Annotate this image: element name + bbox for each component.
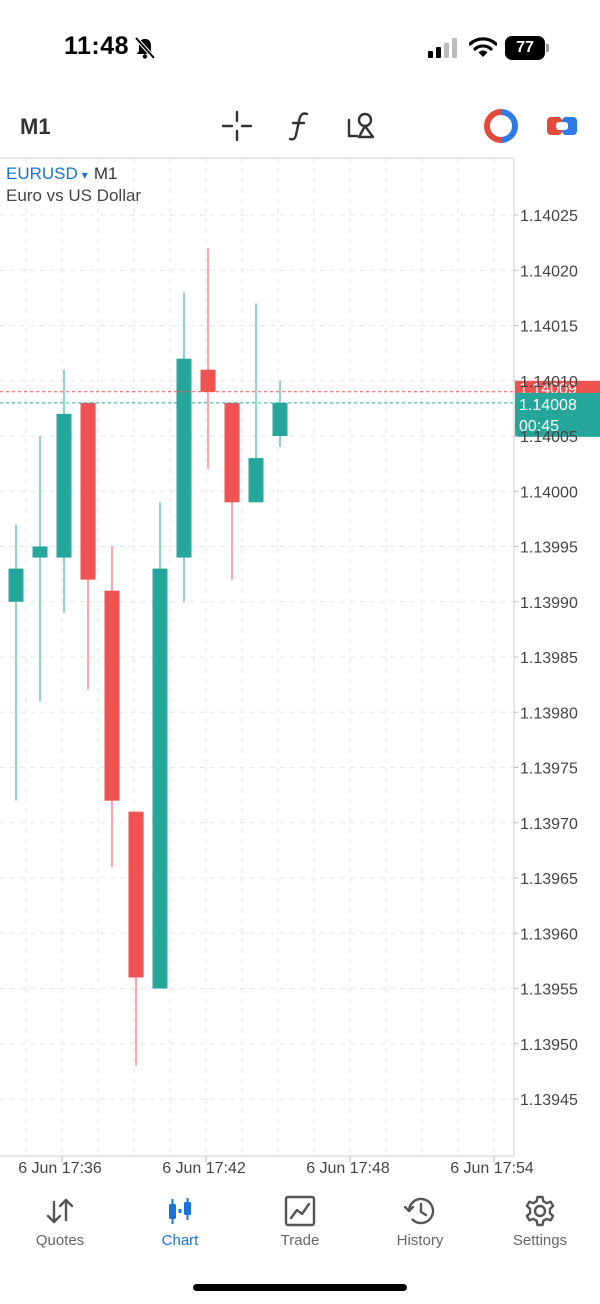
indicators-icon[interactable] — [282, 108, 318, 144]
chart-icon — [169, 1198, 191, 1224]
candle-body — [224, 402, 240, 503]
y-tick-label: 1.13970 — [520, 816, 578, 833]
account-icon[interactable] — [483, 108, 519, 144]
candle-body — [248, 458, 264, 503]
candle-body — [176, 358, 192, 558]
chart-toolbar: M1 — [0, 96, 600, 156]
candle-body — [56, 413, 72, 558]
y-tick-label: 1.13955 — [520, 982, 578, 999]
bar-countdown-label: 00:45 — [519, 418, 559, 435]
x-tick-label: 6 Jun 17:42 — [162, 1160, 246, 1177]
trade-icon — [284, 1195, 316, 1227]
bottom-navigation: Quotes Chart Trade History — [0, 1186, 600, 1266]
nav-trade[interactable]: Trade — [240, 1186, 360, 1266]
crosshair-icon[interactable] — [219, 108, 255, 144]
status-bar: 11:48 77 — [0, 0, 600, 96]
y-tick-label: 1.13985 — [520, 650, 578, 667]
history-icon — [403, 1197, 435, 1225]
cellular-signal-icon — [428, 38, 457, 58]
candle-body — [80, 402, 96, 580]
candles — [8, 248, 288, 1066]
y-tick-label: 1.13975 — [520, 761, 578, 778]
chart-symbol-header[interactable]: EURUSD ▾ M1 — [6, 164, 117, 184]
y-tick-label: 1.13960 — [520, 926, 578, 943]
nav-label: Chart — [161, 1232, 199, 1249]
bid-price-tag — [515, 392, 600, 437]
price-axis: 1.14025 1.14020 1.14015 1.14010 1.14005 1.140… — [18, 208, 578, 1177]
nav-settings[interactable]: Settings — [480, 1186, 600, 1266]
nav-chart[interactable]: Chart — [120, 1186, 240, 1266]
candle-body — [128, 811, 144, 978]
nav-quotes[interactable]: Quotes — [0, 1186, 120, 1266]
symbol-caret-icon[interactable]: ▾ — [81, 168, 88, 182]
nav-label: Quotes — [35, 1232, 85, 1249]
candle-body — [8, 568, 24, 602]
candle-body — [152, 568, 168, 989]
timeframe-button[interactable]: M1 — [20, 114, 51, 139]
ask-price-tag — [515, 380, 600, 395]
trade-panel-icon[interactable] — [544, 108, 580, 144]
y-tick-label: 1.13980 — [520, 705, 578, 722]
x-tick-label: 6 Jun 17:48 — [306, 1160, 390, 1177]
y-tick-label: 1.13945 — [520, 1092, 578, 1109]
candle-body — [200, 369, 216, 392]
chart-grid — [0, 157, 515, 1157]
wifi-icon — [469, 37, 497, 57]
symbol-timeframe: M1 — [93, 164, 118, 183]
symbol-description: Euro vs US Dollar — [6, 186, 142, 205]
home-indicator[interactable] — [193, 1284, 407, 1291]
settings-icon — [525, 1195, 555, 1227]
quotes-icon — [46, 1198, 74, 1224]
y-tick-label: 1.14015 — [520, 319, 578, 336]
y-tick-label: 1.13990 — [520, 595, 578, 612]
status-time: 11:48 — [64, 32, 130, 60]
battery-level: 77 — [505, 36, 545, 60]
y-tick-label: 1.13965 — [520, 871, 578, 888]
nav-label: Settings — [512, 1232, 568, 1249]
y-tick-label: 1.14025 — [520, 208, 578, 225]
y-tick-label: 1.13995 — [520, 540, 578, 557]
candle-body — [32, 546, 48, 558]
y-tick-label: 1.13950 — [520, 1037, 578, 1054]
x-tick-label: 6 Jun 17:54 — [450, 1160, 534, 1177]
battery-cap — [546, 44, 549, 52]
bell-muted-icon — [134, 36, 156, 60]
candle-body — [272, 402, 288, 436]
battery-indicator: 77 — [505, 36, 549, 60]
y-tick-label: 1.14020 — [520, 263, 578, 280]
candle-body — [104, 590, 120, 801]
nav-label: History — [396, 1232, 444, 1249]
y-tick-label: 1.14000 — [520, 484, 578, 501]
nav-label: Trade — [280, 1232, 320, 1249]
y-tick-label: 1.14005 — [520, 429, 578, 446]
objects-icon[interactable] — [343, 108, 379, 144]
bid-price-label: 1.14008 — [519, 397, 577, 414]
x-tick-label: 6 Jun 17:36 — [18, 1160, 102, 1177]
y-tick-label: 1.14010 — [520, 374, 578, 391]
symbol-name[interactable]: EURUSD — [6, 164, 78, 183]
nav-history[interactable]: History — [360, 1186, 480, 1266]
